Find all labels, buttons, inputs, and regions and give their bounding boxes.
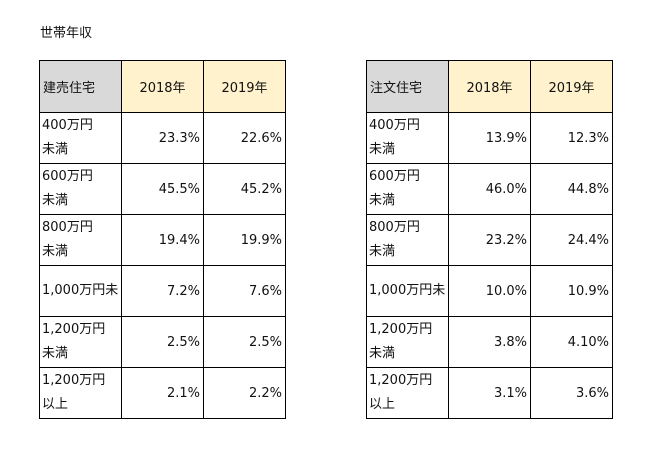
value-2019: 2.2%	[203, 367, 286, 419]
table-row: 1,200万円 未満 2.5% 2.5%	[39, 316, 286, 368]
table-row: 400万円 未満 13.9% 12.3%	[366, 112, 613, 164]
income-bracket-label: 800万円 未満	[366, 214, 449, 266]
income-bracket-label: 1,200万円 未満	[366, 316, 449, 368]
table-header-row: 建売住宅 2018年 2019年	[39, 60, 286, 113]
table-row: 800万円 未満 23.2% 24.4%	[366, 214, 613, 266]
value-2018: 2.5%	[121, 316, 204, 368]
value-2018: 13.9%	[448, 112, 531, 164]
value-2018: 3.1%	[448, 367, 531, 419]
income-bracket-label: 1,200万円 以上	[39, 367, 122, 419]
value-2018: 23.3%	[121, 112, 204, 164]
year-2018-header: 2018年	[448, 60, 531, 113]
value-2018: 10.0%	[448, 265, 531, 317]
housing-type-header: 建売住宅	[39, 60, 122, 113]
table-row: 800万円 未満 19.4% 19.9%	[39, 214, 286, 266]
value-2018: 45.5%	[121, 163, 204, 215]
income-bracket-label: 600万円 未満	[366, 163, 449, 215]
table-header-row: 注文住宅 2018年 2019年	[366, 60, 613, 113]
table-row: 1,200万円 未満 3.8% 4.10%	[366, 316, 613, 368]
value-2019: 4.10%	[530, 316, 613, 368]
value-2019: 19.9%	[203, 214, 286, 266]
table-row: 1,000万円未 10.0% 10.9%	[366, 265, 613, 317]
value-2019: 45.2%	[203, 163, 286, 215]
income-bracket-label: 1,000万円未	[39, 265, 122, 317]
table-custom-built: 注文住宅 2018年 2019年 400万円 未満 13.9% 12.3% 600…	[366, 60, 613, 419]
table-built-for-sale: 建売住宅 2018年 2019年 400万円 未満 23.3% 22.6% 600…	[39, 60, 286, 419]
table-row: 600万円 未満 46.0% 44.8%	[366, 163, 613, 215]
year-2019-header: 2019年	[530, 60, 613, 113]
year-2019-header: 2019年	[203, 60, 286, 113]
value-2019: 22.6%	[203, 112, 286, 164]
table-row: 1,000万円未 7.2% 7.6%	[39, 265, 286, 317]
table-row: 400万円 未満 23.3% 22.6%	[39, 112, 286, 164]
value-2018: 19.4%	[121, 214, 204, 266]
page-title: 世帯年収	[40, 26, 93, 41]
value-2018: 23.2%	[448, 214, 531, 266]
income-bracket-label: 1,200万円 以上	[366, 367, 449, 419]
year-2018-header: 2018年	[121, 60, 204, 113]
income-bracket-label: 800万円 未満	[39, 214, 122, 266]
income-bracket-label: 400万円 未満	[366, 112, 449, 164]
value-2019: 2.5%	[203, 316, 286, 368]
value-2019: 3.6%	[530, 367, 613, 419]
table-row: 1,200万円 以上 3.1% 3.6%	[366, 367, 613, 419]
value-2018: 7.2%	[121, 265, 204, 317]
income-bracket-label: 600万円 未満	[39, 163, 122, 215]
income-bracket-label: 1,000万円未	[366, 265, 449, 317]
housing-type-header: 注文住宅	[366, 60, 449, 113]
value-2018: 46.0%	[448, 163, 531, 215]
value-2018: 3.8%	[448, 316, 531, 368]
value-2019: 7.6%	[203, 265, 286, 317]
value-2019: 12.3%	[530, 112, 613, 164]
value-2019: 10.9%	[530, 265, 613, 317]
value-2019: 24.4%	[530, 214, 613, 266]
income-bracket-label: 1,200万円 未満	[39, 316, 122, 368]
value-2019: 44.8%	[530, 163, 613, 215]
table-row: 1,200万円 以上 2.1% 2.2%	[39, 367, 286, 419]
value-2018: 2.1%	[121, 367, 204, 419]
income-bracket-label: 400万円 未満	[39, 112, 122, 164]
table-row: 600万円 未満 45.5% 45.2%	[39, 163, 286, 215]
